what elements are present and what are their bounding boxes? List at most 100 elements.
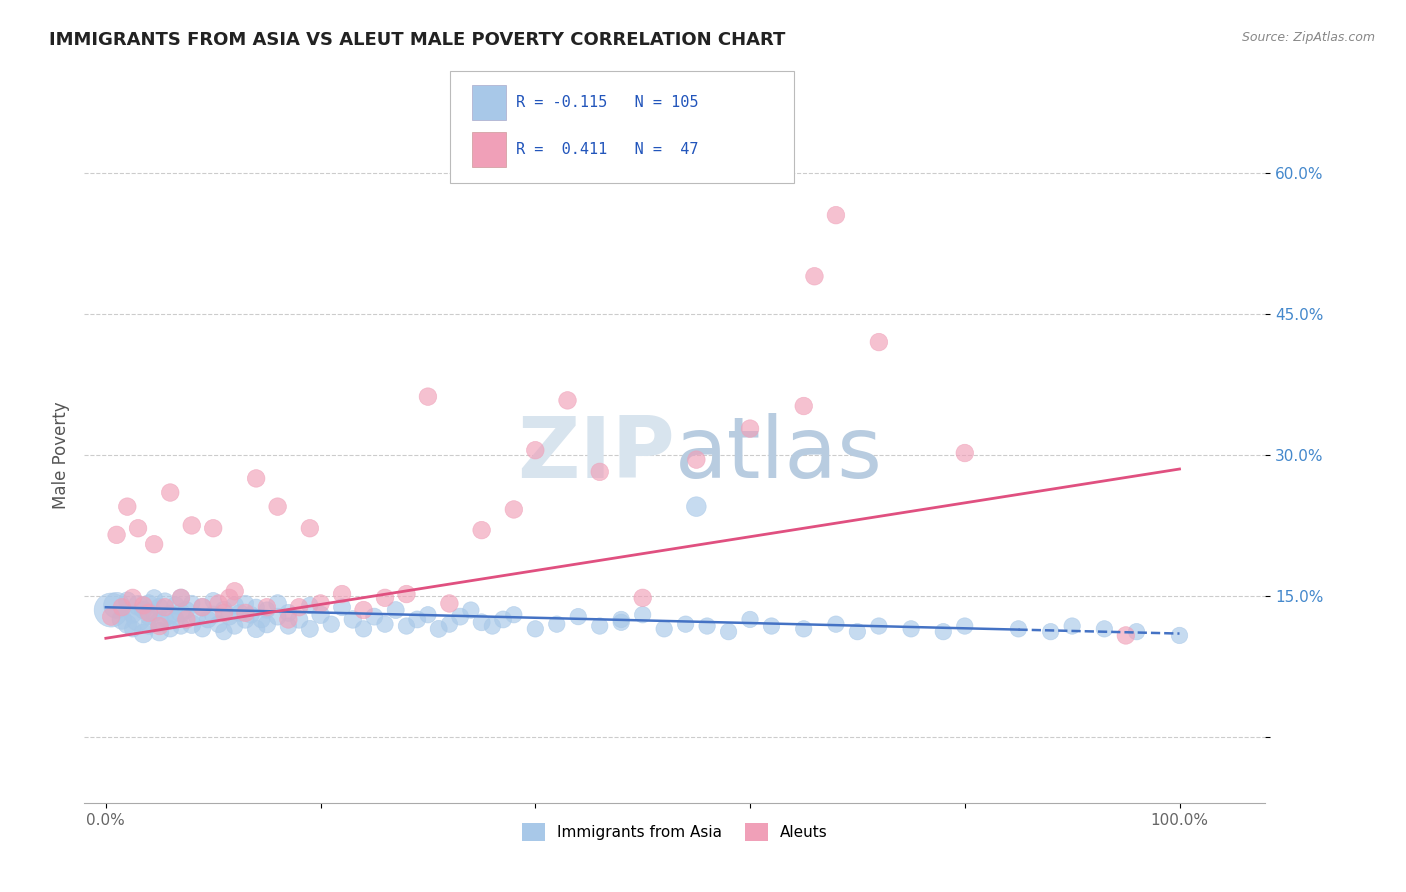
Immigrants from Asia [256, 617, 278, 632]
Immigrants from Asia [439, 617, 461, 632]
Aleuts [148, 619, 170, 633]
Legend: Immigrants from Asia, Aleuts: Immigrants from Asia, Aleuts [516, 816, 834, 847]
Immigrants from Asia [567, 609, 589, 624]
Immigrants from Asia [288, 612, 311, 626]
Immigrants from Asia [127, 599, 149, 613]
Immigrants from Asia [793, 622, 815, 636]
Immigrants from Asia [761, 619, 783, 633]
Immigrants from Asia [502, 607, 524, 622]
Immigrants from Asia [738, 612, 761, 626]
Immigrants from Asia [143, 591, 166, 605]
Immigrants from Asia [105, 599, 128, 613]
Immigrants from Asia [416, 607, 439, 622]
Immigrants from Asia [481, 619, 503, 633]
Immigrants from Asia [235, 597, 257, 611]
Immigrants from Asia [868, 619, 890, 633]
Y-axis label: Male Poverty: Male Poverty [52, 401, 70, 508]
Immigrants from Asia [138, 619, 160, 633]
Immigrants from Asia [212, 624, 235, 639]
Immigrants from Asia [309, 607, 332, 622]
Immigrants from Asia [186, 609, 208, 624]
Aleuts [266, 500, 288, 514]
Immigrants from Asia [170, 591, 193, 605]
Aleuts [117, 500, 139, 514]
Aleuts [309, 597, 332, 611]
Aleuts [245, 471, 267, 485]
Aleuts [127, 521, 149, 535]
Aleuts [502, 502, 524, 516]
Immigrants from Asia [148, 615, 170, 630]
Aleuts [256, 600, 278, 615]
Immigrants from Asia [1168, 628, 1191, 642]
Aleuts [277, 612, 299, 626]
Aleuts [374, 591, 396, 605]
Immigrants from Asia [245, 600, 267, 615]
Aleuts [589, 465, 612, 479]
Immigrants from Asia [471, 615, 494, 630]
Aleuts [100, 609, 122, 624]
Text: Source: ZipAtlas.com: Source: ZipAtlas.com [1241, 31, 1375, 45]
Immigrants from Asia [148, 624, 170, 639]
Immigrants from Asia [207, 617, 229, 632]
Aleuts [138, 606, 160, 620]
Immigrants from Asia [406, 612, 429, 626]
Aleuts [224, 584, 246, 599]
Immigrants from Asia [330, 600, 353, 615]
Text: ZIP: ZIP [517, 413, 675, 497]
Aleuts [143, 537, 166, 551]
Immigrants from Asia [717, 624, 740, 639]
Immigrants from Asia [159, 607, 181, 622]
Immigrants from Asia [191, 622, 214, 636]
Aleuts [105, 528, 128, 542]
Immigrants from Asia [165, 599, 187, 613]
Aleuts [793, 399, 815, 413]
Immigrants from Asia [170, 619, 193, 633]
Immigrants from Asia [191, 600, 214, 615]
Immigrants from Asia [256, 603, 278, 617]
Aleuts [121, 591, 143, 605]
Immigrants from Asia [363, 609, 385, 624]
Aleuts [825, 208, 848, 222]
Immigrants from Asia [245, 622, 267, 636]
Immigrants from Asia [111, 612, 134, 626]
Immigrants from Asia [1125, 624, 1147, 639]
Immigrants from Asia [148, 600, 170, 615]
Immigrants from Asia [117, 593, 139, 607]
Immigrants from Asia [685, 500, 707, 514]
Aleuts [170, 591, 193, 605]
Immigrants from Asia [127, 612, 149, 626]
Immigrants from Asia [250, 612, 273, 626]
Aleuts [218, 591, 240, 605]
Aleuts [191, 600, 214, 615]
Immigrants from Asia [696, 619, 718, 633]
Aleuts [439, 597, 461, 611]
Immigrants from Asia [180, 597, 202, 611]
Immigrants from Asia [235, 612, 257, 626]
Aleuts [235, 606, 257, 620]
Immigrants from Asia [170, 606, 193, 620]
Aleuts [353, 603, 375, 617]
Immigrants from Asia [266, 609, 288, 624]
Immigrants from Asia [165, 612, 187, 626]
Immigrants from Asia [224, 599, 246, 613]
Aleuts [207, 597, 229, 611]
Aleuts [212, 606, 235, 620]
Immigrants from Asia [100, 603, 122, 617]
Immigrants from Asia [298, 622, 321, 636]
Immigrants from Asia [342, 612, 364, 626]
Immigrants from Asia [492, 612, 515, 626]
Immigrants from Asia [121, 622, 143, 636]
Immigrants from Asia [427, 622, 450, 636]
Immigrants from Asia [932, 624, 955, 639]
Immigrants from Asia [1039, 624, 1062, 639]
Immigrants from Asia [266, 597, 288, 611]
Immigrants from Asia [449, 609, 471, 624]
Immigrants from Asia [212, 603, 235, 617]
Immigrants from Asia [176, 603, 198, 617]
Aleuts [803, 269, 825, 284]
Aleuts [395, 587, 418, 601]
Aleuts [298, 521, 321, 535]
Aleuts [953, 446, 976, 460]
Immigrants from Asia [1092, 622, 1115, 636]
Immigrants from Asia [353, 622, 375, 636]
